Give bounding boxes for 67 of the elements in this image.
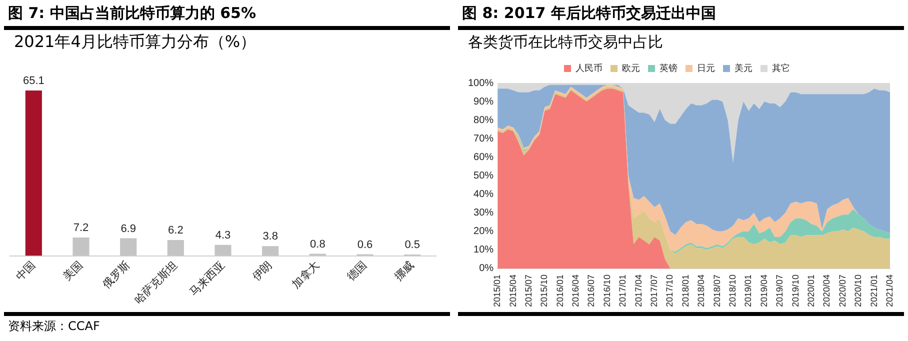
- x-tick-label: 2016/04: [570, 274, 581, 308]
- y-tick-label: 30%: [474, 208, 494, 219]
- x-tick-label: 2017/07: [649, 274, 660, 308]
- y-tick-label: 60%: [474, 152, 494, 163]
- chart-title: 图 7: 中国占当前比特币算力的 65%: [4, 0, 450, 30]
- data-label: 3.8: [262, 230, 278, 243]
- x-tick-label: 2015/10: [539, 274, 550, 308]
- text: 资料来源：CCAF: [4, 312, 450, 338]
- data-label: 4.3: [215, 229, 231, 242]
- x-tick-label: 2020/10: [853, 274, 864, 308]
- x-tick-label: 2016/07: [586, 274, 596, 308]
- y-tick-label: 0%: [479, 263, 494, 274]
- x-tick-label: 2015/04: [508, 274, 518, 308]
- y-tick-label: 80%: [474, 114, 494, 126]
- legend-label: 英镑: [660, 62, 678, 73]
- y-tick-label: 70%: [474, 133, 494, 144]
- chart-subtitle: 各类货币在比特币交易中占比: [467, 32, 664, 53]
- x-tick-label: 德国: [345, 259, 370, 284]
- x-tick-label: 2015/01: [492, 274, 502, 308]
- x-tick-label: 挪威: [392, 258, 417, 284]
- chart-title: 图 8: 2017 年后比特币交易迁出中国: [458, 0, 904, 30]
- x-tick-label: 2016/01: [554, 274, 565, 308]
- x-tick-label: 伊朗: [250, 258, 275, 284]
- x-tick-label: 2018/04: [696, 274, 706, 308]
- y-tick-label: 100%: [468, 78, 494, 89]
- legend-label: 欧元: [622, 62, 640, 73]
- x-tick-label: 2018/01: [680, 274, 690, 308]
- x-tick-label: 马来西亚: [186, 258, 228, 299]
- x-tick-label: 哈萨克斯坦: [132, 258, 180, 307]
- legend-label: 其它: [772, 62, 790, 73]
- x-tick-label: 2016/10: [602, 274, 612, 308]
- y-tick-label: 40%: [474, 189, 494, 200]
- y-tick-label: 90%: [474, 96, 494, 108]
- x-tick-label: 2017/01: [618, 274, 628, 308]
- chart-subtitle: 2021年4月比特币算力分布（%）: [13, 31, 258, 53]
- x-tick-label: 俄罗斯: [100, 258, 133, 292]
- x-tick-label: 中国: [13, 258, 38, 284]
- data-label: 65.1: [22, 74, 44, 87]
- x-tick-label: 2017/04: [633, 274, 644, 308]
- x-tick-label: 2020/01: [806, 274, 816, 308]
- x-tick-label: 2015/07: [523, 274, 534, 308]
- x-tick-label: 2021/04: [884, 274, 894, 308]
- x-tick-label: 2019/07: [774, 274, 785, 308]
- data-label: 0.6: [357, 238, 373, 251]
- data-label: 7.2: [73, 222, 89, 234]
- legend-label: 日元: [697, 62, 715, 73]
- data-label: 0.5: [404, 239, 420, 252]
- x-tick-label: 2019/04: [758, 274, 769, 308]
- data-label: 6.2: [168, 224, 184, 237]
- x-tick-label: 2019/10: [790, 274, 800, 308]
- x-tick-label: 2020/04: [822, 274, 832, 308]
- legend-label: 人民币: [576, 62, 602, 73]
- x-tick-label: 2019/01: [743, 274, 754, 308]
- x-tick-label: 2021/01: [868, 274, 879, 308]
- x-tick-label: 2018/10: [728, 274, 738, 308]
- y-tick-label: 20%: [474, 226, 494, 238]
- x-tick-label: 2020/07: [837, 274, 848, 308]
- x-tick-label: 2017/10: [664, 274, 675, 308]
- legend-label: 美元: [734, 62, 752, 73]
- data-label: 6.9: [120, 222, 136, 235]
- data-label: 0.8: [310, 238, 326, 250]
- bar: [25, 90, 42, 256]
- y-tick-label: 50%: [474, 170, 494, 182]
- y-tick-label: 10%: [474, 244, 494, 256]
- x-tick-label: 加拿大: [289, 258, 322, 292]
- x-tick-label: 美国: [60, 258, 86, 284]
- x-tick-label: 2018/07: [712, 274, 722, 308]
